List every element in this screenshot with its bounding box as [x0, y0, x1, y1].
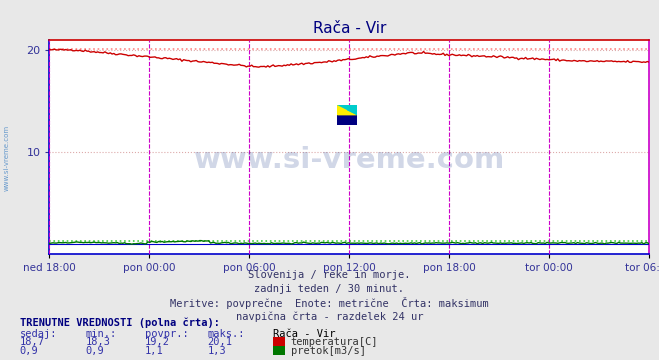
Text: zadnji teden / 30 minut.: zadnji teden / 30 minut. — [254, 284, 405, 294]
Text: maks.:: maks.: — [208, 329, 245, 339]
Text: 18,3: 18,3 — [86, 337, 111, 347]
Title: Rača - Vir: Rača - Vir — [312, 21, 386, 36]
Text: 0,9: 0,9 — [86, 346, 104, 356]
Text: min.:: min.: — [86, 329, 117, 339]
Text: TRENUTNE VREDNOSTI (polna črta):: TRENUTNE VREDNOSTI (polna črta): — [20, 318, 219, 328]
Text: povpr.:: povpr.: — [145, 329, 188, 339]
Text: 1,3: 1,3 — [208, 346, 226, 356]
Text: 0,9: 0,9 — [20, 346, 38, 356]
Text: 18,7: 18,7 — [20, 337, 45, 347]
Text: sedaj:: sedaj: — [20, 329, 57, 339]
Text: navpična črta - razdelek 24 ur: navpična črta - razdelek 24 ur — [236, 311, 423, 321]
Bar — [347, 105, 357, 115]
Text: 19,2: 19,2 — [145, 337, 170, 347]
Text: www.si-vreme.com: www.si-vreme.com — [3, 125, 10, 192]
Text: 1,1: 1,1 — [145, 346, 163, 356]
Text: 20,1: 20,1 — [208, 337, 233, 347]
Text: temperatura[C]: temperatura[C] — [291, 337, 378, 347]
Text: pretok[m3/s]: pretok[m3/s] — [291, 346, 366, 356]
Bar — [337, 115, 357, 125]
Text: Meritve: povprečne  Enote: metrične  Črta: maksimum: Meritve: povprečne Enote: metrične Črta:… — [170, 297, 489, 309]
Text: Rača - Vir: Rača - Vir — [273, 329, 336, 339]
Text: www.si-vreme.com: www.si-vreme.com — [194, 145, 505, 174]
Bar — [337, 105, 347, 115]
Text: Slovenija / reke in morje.: Slovenija / reke in morje. — [248, 270, 411, 280]
Polygon shape — [337, 105, 357, 115]
Polygon shape — [337, 105, 357, 115]
